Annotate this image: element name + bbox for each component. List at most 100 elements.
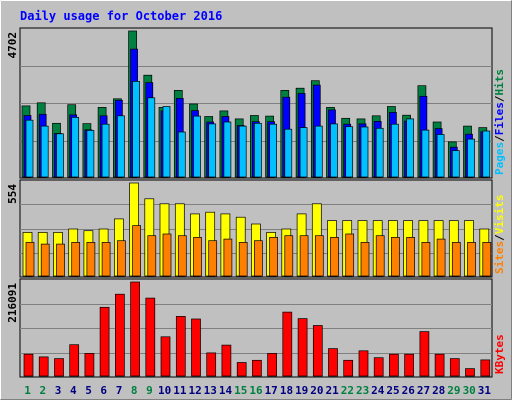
day-label-22: 22 — [341, 384, 354, 397]
bar-pages-day-21 — [330, 123, 338, 178]
day-label-24: 24 — [371, 384, 385, 397]
bar-sites-day-26 — [406, 237, 415, 277]
bar-sites-day-14 — [223, 238, 233, 277]
panel-middle: 554 Sites/Visits — [6, 179, 506, 278]
bar-kbytes-day-31 — [480, 359, 491, 377]
day-label-15: 15 — [234, 384, 247, 397]
day-label-25: 25 — [386, 384, 399, 397]
bar-sites-day-16 — [254, 240, 263, 277]
bar-sites-day-24 — [375, 235, 385, 277]
legend-hits: Hits — [493, 69, 506, 96]
bar-pages-day-31 — [482, 130, 491, 178]
bar-kbytes-day-14 — [221, 344, 232, 377]
panel-legend: Pages/Files/Hits — [493, 69, 506, 175]
bar-kbytes-day-9 — [145, 297, 156, 377]
bar-kbytes-day-7 — [115, 293, 125, 377]
panel-max-label: 554 — [6, 184, 19, 204]
panel-max-label: 216091 — [6, 283, 19, 323]
bar-pages-day-16 — [254, 122, 262, 178]
chart-title: Daily usage for October 2016 — [20, 9, 222, 23]
bar-kbytes-day-1 — [23, 353, 34, 377]
day-label-27: 27 — [417, 384, 430, 397]
bar-kbytes-day-27 — [419, 331, 430, 377]
day-label-9: 9 — [146, 384, 153, 397]
day-label-14: 14 — [219, 384, 233, 397]
bar-kbytes-day-29 — [449, 358, 460, 377]
bar-kbytes-day-22 — [343, 359, 354, 377]
bar-pages-day-8 — [132, 81, 140, 178]
bar-sites-day-2 — [40, 243, 50, 277]
bar-kbytes-day-6 — [99, 306, 110, 377]
legend-separator: / — [493, 95, 506, 102]
bar-sites-day-8 — [132, 225, 141, 277]
bar-sites-day-19 — [299, 235, 309, 277]
legend-separator: / — [493, 234, 506, 241]
bar-sites-day-27 — [421, 242, 431, 277]
bar-kbytes-day-21 — [328, 348, 338, 377]
day-label-6: 6 — [100, 384, 107, 397]
legend-separator: / — [493, 135, 506, 142]
bar-kbytes-day-25 — [389, 353, 399, 377]
panel-legend: Sites/Visits — [493, 195, 506, 275]
bar-sites-day-7 — [117, 240, 126, 277]
bar-kbytes-day-5 — [84, 353, 95, 377]
bar-pages-day-14 — [223, 121, 232, 178]
day-label-20: 20 — [310, 384, 323, 397]
bar-sites-day-21 — [330, 237, 339, 277]
bar-sites-day-20 — [314, 235, 324, 277]
day-label-8: 8 — [131, 384, 138, 397]
day-label-28: 28 — [432, 384, 445, 397]
day-label-30: 30 — [463, 384, 476, 397]
bar-pages-day-9 — [147, 97, 156, 178]
panel-legend: KBytes — [493, 334, 506, 374]
bar-pages-day-17 — [269, 123, 277, 178]
bar-sites-day-31 — [482, 242, 492, 277]
day-label-19: 19 — [295, 384, 308, 397]
chart-panels: 4702 Pages/Files/Hits 554 Sites/Visits 21609… — [6, 27, 506, 378]
bar-sites-day-18 — [284, 235, 294, 277]
bar-kbytes-day-28 — [434, 353, 445, 377]
bar-pages-day-18 — [284, 128, 293, 178]
bar-pages-day-10 — [162, 106, 171, 178]
bar-pages-day-25 — [391, 123, 399, 178]
bar-kbytes-day-30 — [465, 368, 475, 377]
bar-kbytes-day-10 — [160, 336, 171, 377]
x-axis-day-labels: 1 2 3 4 5 6 7 8 9 10 11 12 13 14 15 16 17 18 19 20 21 22 23 24 2… — [24, 384, 491, 397]
legend-visits: Visits — [493, 195, 506, 235]
day-label-12: 12 — [188, 384, 201, 397]
day-label-5: 5 — [85, 384, 92, 397]
bar-kbytes-day-8 — [130, 281, 140, 377]
bar-pages-day-6 — [101, 123, 110, 178]
bar-pages-day-11 — [177, 131, 186, 178]
bar-pages-day-5 — [86, 130, 95, 178]
legend-kbytes: KBytes — [493, 334, 506, 374]
bar-kbytes-day-3 — [54, 358, 64, 377]
bar-pages-day-1 — [25, 119, 34, 178]
bar-pages-day-29 — [451, 150, 460, 178]
day-label-11: 11 — [173, 384, 187, 397]
day-label-3: 3 — [55, 384, 62, 397]
bar-sites-day-28 — [436, 238, 446, 277]
bar-sites-day-5 — [86, 242, 96, 277]
bar-pages-day-3 — [56, 133, 64, 178]
bar-sites-day-23 — [360, 242, 370, 277]
bar-pages-day-22 — [345, 126, 354, 178]
day-label-21: 21 — [325, 384, 339, 397]
bar-kbytes-day-11 — [175, 316, 186, 377]
panel-max-label: 4702 — [6, 32, 19, 59]
bar-pages-day-30 — [467, 138, 475, 178]
bar-pages-day-27 — [421, 129, 430, 178]
bar-sites-day-9 — [147, 235, 157, 277]
bar-pages-day-24 — [375, 127, 384, 178]
bar-kbytes-day-19 — [297, 318, 308, 377]
day-label-1: 1 — [24, 384, 31, 397]
bar-pages-day-28 — [436, 134, 445, 178]
bar-pages-day-2 — [40, 125, 49, 178]
bar-kbytes-day-2 — [38, 356, 49, 377]
panel-top: 4702 Pages/Files/Hits — [6, 27, 506, 179]
bar-sites-day-12 — [193, 237, 202, 277]
bar-sites-day-3 — [56, 243, 65, 277]
bar-pages-day-15 — [238, 125, 247, 178]
legend-pages: Pages — [493, 142, 506, 175]
